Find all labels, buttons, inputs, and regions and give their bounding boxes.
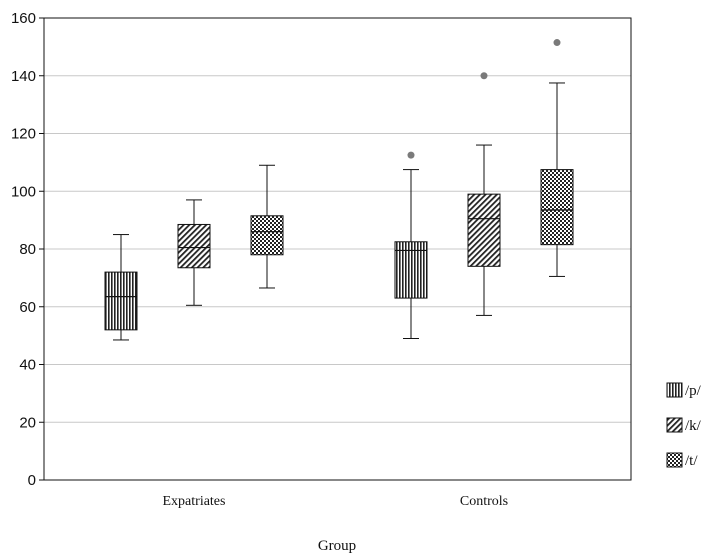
y-tick-label: 40 xyxy=(19,357,36,374)
box-iqr xyxy=(104,271,138,331)
legend-item: /t/ xyxy=(666,452,698,469)
box-iqr xyxy=(467,193,501,267)
box-iqr xyxy=(394,241,428,299)
legend: /p/ /k/ /t/ xyxy=(666,382,702,469)
x-category-label: Expatriates xyxy=(163,494,226,509)
x-axis-title: Group xyxy=(318,538,356,554)
legend-swatch xyxy=(666,452,683,468)
y-axis-ticks: 0 20 40 60 80 100 120 140 160 xyxy=(11,10,44,489)
x-axis-category-labels: Expatriates Controls xyxy=(163,494,509,509)
x-category-label: Controls xyxy=(460,494,508,509)
y-tick-label: 80 xyxy=(19,241,36,258)
box-plot xyxy=(104,234,138,341)
legend-label: /t/ xyxy=(685,453,698,469)
y-tick-label: 20 xyxy=(19,414,36,431)
outlier-point xyxy=(407,151,415,159)
outlier-point xyxy=(480,72,488,80)
box-iqr xyxy=(177,223,211,269)
y-tick-label: 160 xyxy=(11,10,36,27)
legend-item: /p/ xyxy=(666,382,702,399)
box-plot xyxy=(540,39,574,277)
box-plot xyxy=(250,164,284,289)
outlier-point xyxy=(553,39,561,47)
box-plot xyxy=(394,151,428,340)
legend-swatch xyxy=(666,382,683,398)
gridlines xyxy=(44,75,631,423)
legend-label: /k/ xyxy=(685,418,702,434)
y-tick-label: 60 xyxy=(19,299,36,316)
y-tick-label: 120 xyxy=(11,126,36,143)
legend-swatch xyxy=(666,417,683,433)
legend-label: /p/ xyxy=(685,383,702,399)
legend-item: /k/ xyxy=(666,417,702,434)
box-plots xyxy=(104,39,574,341)
plot-frame xyxy=(43,17,632,481)
y-tick-label: 100 xyxy=(11,183,36,200)
box-plot xyxy=(467,72,501,316)
y-tick-label: 140 xyxy=(11,68,36,85)
box-iqr xyxy=(250,215,284,256)
box-iqr xyxy=(540,169,574,246)
box-plot xyxy=(177,199,211,306)
y-tick-label: 0 xyxy=(28,472,36,489)
